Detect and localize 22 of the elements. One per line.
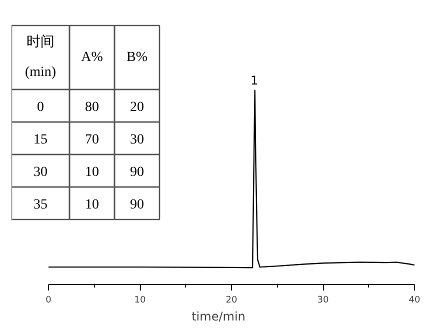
annotation: 30 xyxy=(130,132,144,148)
text: 0 xyxy=(37,100,44,115)
x-tick-label: 30 xyxy=(317,296,329,306)
x-tick-label: 0 xyxy=(46,296,52,306)
annotation: 90 xyxy=(130,197,144,212)
x-tick-label: 10 xyxy=(134,296,146,306)
text: 15 xyxy=(34,132,48,148)
annotation: 10 xyxy=(85,164,99,180)
text: 30 xyxy=(34,164,48,180)
annotation: 1 xyxy=(250,74,258,88)
text: 35 xyxy=(34,197,48,212)
annotation: 80 xyxy=(85,100,99,115)
text: A% xyxy=(81,50,104,65)
annotation: 90 xyxy=(130,164,144,180)
x-tick-label: 40 xyxy=(408,296,420,306)
annotation: 20 xyxy=(130,100,144,115)
text: 时间 (min) xyxy=(24,34,56,80)
annotation: 70 xyxy=(85,132,99,148)
text: B% xyxy=(126,50,148,65)
x-axis-title: time/min xyxy=(192,310,246,324)
annotation: 10 xyxy=(85,197,99,212)
x-tick-label: 20 xyxy=(226,296,238,306)
